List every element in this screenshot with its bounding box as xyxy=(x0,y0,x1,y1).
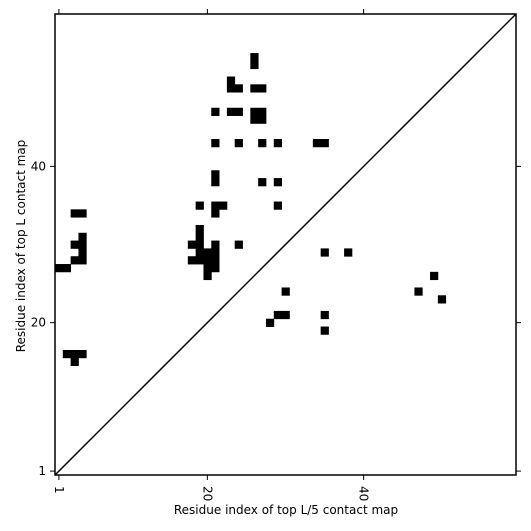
x-axis-label: Residue index of top L/5 contact map xyxy=(174,503,398,517)
contact-cell-upper xyxy=(70,240,79,249)
contact-cell-upper xyxy=(195,240,204,249)
contact-cell-upper xyxy=(258,115,267,124)
contact-cell-upper xyxy=(211,248,220,257)
y-tick-label: 20 xyxy=(31,316,46,330)
contact-cell-upper xyxy=(211,107,220,116)
contact-cell-upper xyxy=(195,201,204,210)
x-tick-label: 1 xyxy=(52,486,66,494)
contact-cell-upper xyxy=(78,248,87,257)
contact-cell-upper xyxy=(234,139,243,148)
contact-cell-upper xyxy=(195,224,204,234)
contact-cell-upper xyxy=(344,248,353,257)
axes: 1 20 40 1 20 40 xyxy=(31,9,521,501)
contact-cell-upper xyxy=(211,170,220,179)
contact-cell-upper xyxy=(273,139,282,148)
contact-cell-upper xyxy=(195,256,204,265)
contact-cell-upper xyxy=(226,107,236,116)
x-tick-label: 20 xyxy=(200,486,214,501)
contact-cell-upper xyxy=(250,60,259,70)
contact-cell-upper xyxy=(62,264,72,273)
contact-cell-upper xyxy=(250,53,259,62)
contact-cell-upper xyxy=(211,178,220,187)
y-tick-label: 40 xyxy=(31,159,46,173)
contact-cell-lower xyxy=(70,349,79,359)
contact-cell-upper xyxy=(211,264,220,273)
contact-cell-upper xyxy=(234,240,243,249)
contact-cell-lower xyxy=(265,318,275,327)
contact-cell-upper xyxy=(211,209,220,218)
contact-cell-upper xyxy=(203,271,212,281)
y-axis-label: Residue index of top L contact map xyxy=(14,140,28,353)
contact-cell-upper xyxy=(258,139,267,148)
contact-cell-upper xyxy=(70,256,79,265)
contact-cell-upper xyxy=(320,248,329,257)
contact-cell-upper xyxy=(258,84,267,93)
contact-cell-upper xyxy=(195,232,204,241)
contact-cell-upper xyxy=(312,139,322,148)
contact-cell-upper xyxy=(258,178,267,187)
contact-cell-upper xyxy=(226,76,236,85)
contact-cell-upper xyxy=(250,107,259,116)
contact-cell-upper xyxy=(203,248,212,257)
contact-cell-upper xyxy=(211,256,220,265)
contact-cell-lower xyxy=(320,326,329,335)
contact-cell-upper xyxy=(78,240,87,249)
contact-cell-upper xyxy=(219,201,228,210)
contact-cell-lower xyxy=(320,310,329,320)
contact-cell-upper xyxy=(250,115,259,124)
contact-cell-upper xyxy=(187,240,197,249)
contact-cell-lower xyxy=(281,310,290,320)
contact-cell-upper xyxy=(203,256,212,265)
y-tick-label: 1 xyxy=(38,464,46,478)
plot-area xyxy=(54,13,517,476)
contact-cell-upper xyxy=(320,139,329,148)
contact-cell-upper xyxy=(78,209,87,218)
contact-cell-upper xyxy=(234,84,243,93)
contact-cell-lower xyxy=(437,295,447,304)
contact-cell-upper xyxy=(211,201,220,210)
contact-cell-lower xyxy=(430,271,439,281)
plot-frame xyxy=(54,13,517,476)
contact-cell-upper xyxy=(273,201,282,210)
contact-cell-lower xyxy=(281,287,290,296)
contact-cell-upper xyxy=(250,84,259,93)
contact-cell-upper xyxy=(234,107,243,116)
contact-cell-upper xyxy=(55,264,64,273)
contact-cell-upper xyxy=(187,256,197,265)
contact-cell-upper xyxy=(273,178,282,187)
contact-cell-lower xyxy=(70,357,79,367)
contact-cell-upper xyxy=(78,256,87,265)
contact-cell-lower xyxy=(414,287,423,296)
contact-cell-upper xyxy=(70,209,79,218)
contact-cell-upper xyxy=(258,107,267,116)
contact-cell-upper xyxy=(211,240,220,249)
contact-cell-lower xyxy=(273,310,282,320)
contact-cell-lower xyxy=(78,349,87,359)
contact-cell-upper xyxy=(195,248,204,257)
contact-cell-upper xyxy=(78,232,87,241)
contact-cell-lower xyxy=(62,349,72,359)
contact-cell-upper xyxy=(211,139,220,148)
x-tick-label: 40 xyxy=(357,486,371,501)
contact-cell-upper xyxy=(226,84,236,93)
diagonal-line xyxy=(54,13,517,476)
contact-cell-upper xyxy=(203,264,212,273)
